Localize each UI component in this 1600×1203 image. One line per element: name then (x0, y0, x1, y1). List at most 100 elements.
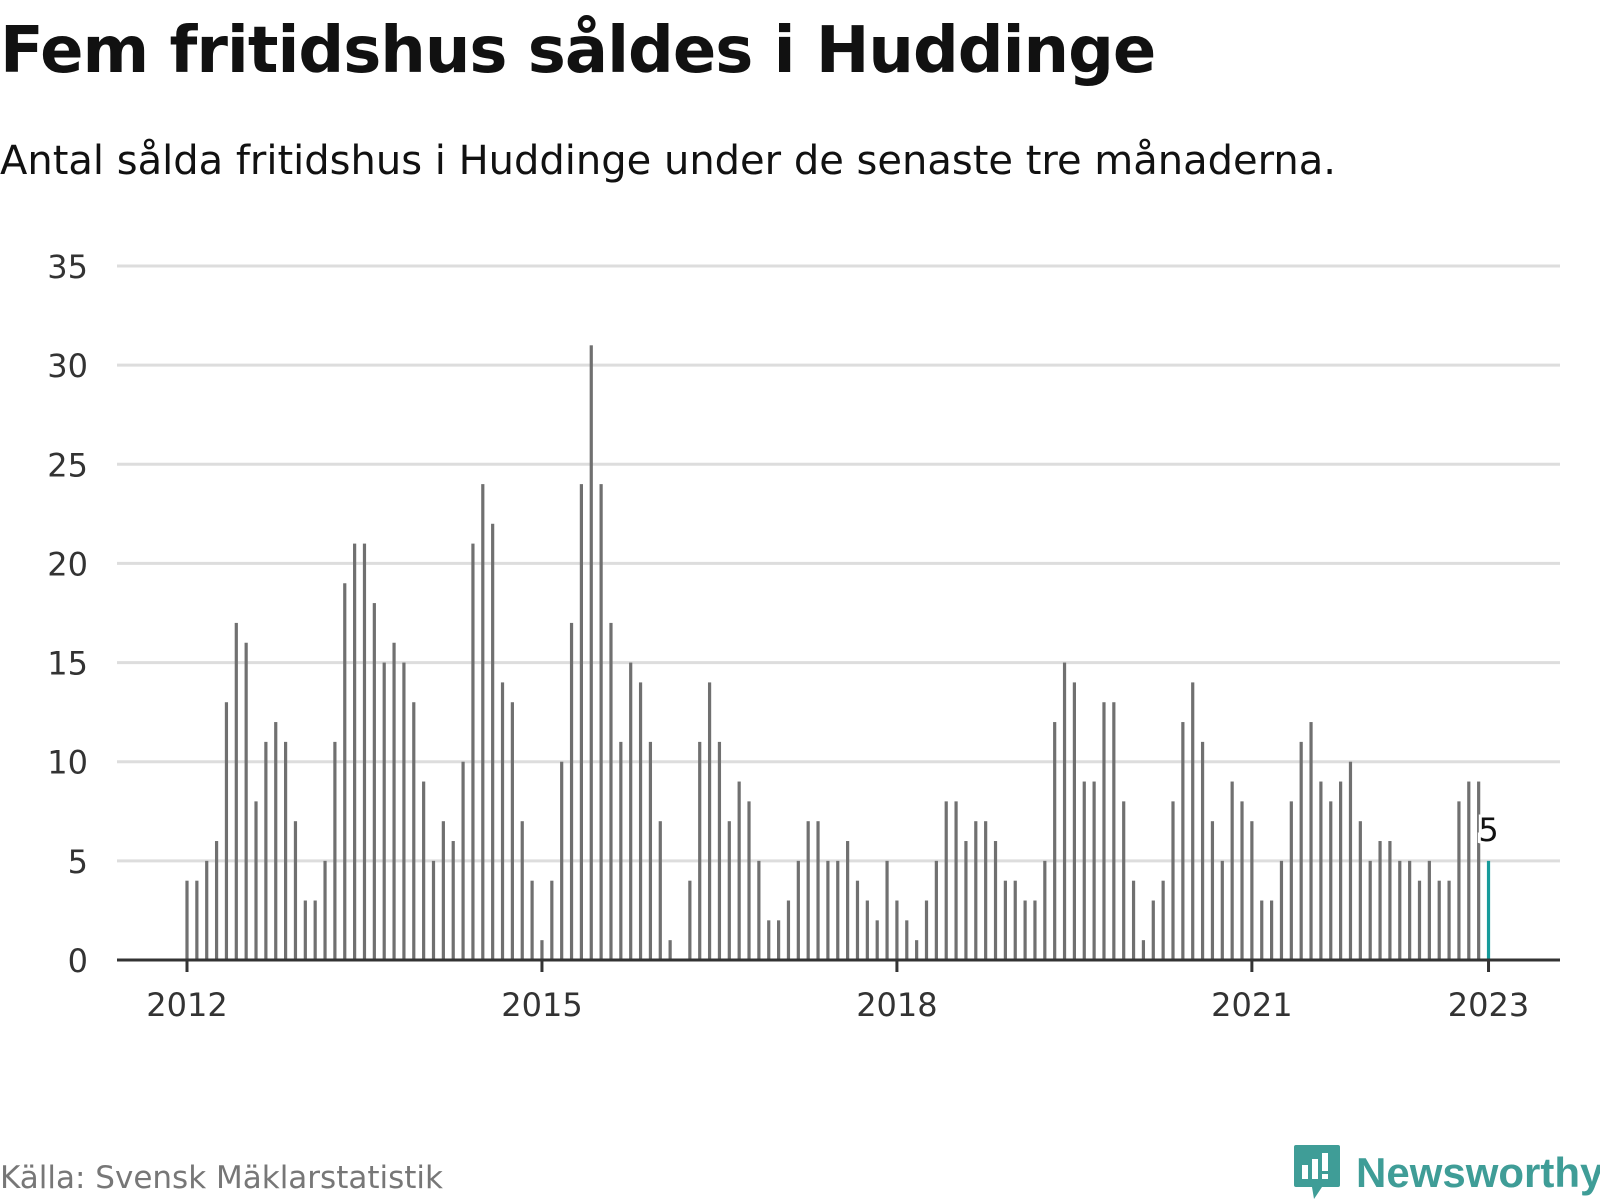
bar (569, 622, 574, 960)
bar (924, 900, 929, 960)
bar (214, 841, 219, 960)
bar (1358, 821, 1362, 960)
bar (1240, 801, 1244, 960)
chart-subtitle: Antal sålda fritidshus i Huddinge under … (0, 138, 1336, 184)
highlight-value-label: 5 (1478, 811, 1498, 849)
bar (688, 880, 692, 960)
bar (1270, 900, 1274, 960)
bar (707, 682, 712, 960)
bar (1141, 940, 1146, 960)
bar (1378, 841, 1382, 960)
bar (1230, 781, 1234, 960)
bar (333, 741, 337, 960)
bar (1210, 821, 1215, 960)
bar (471, 543, 475, 960)
bar (589, 345, 593, 960)
bar (905, 920, 909, 960)
y-tick-label: 15 (47, 645, 88, 683)
bar (1339, 781, 1343, 960)
source-note: Källa: Svensk Mäklarstatistik (0, 1160, 443, 1196)
bar (796, 860, 800, 960)
bar (1408, 860, 1412, 960)
bar (254, 801, 258, 960)
bar (422, 781, 426, 960)
bar (491, 523, 495, 960)
bar-highlight (1486, 860, 1491, 960)
bar (737, 781, 741, 960)
bar (984, 821, 988, 960)
bar (658, 821, 662, 960)
bar (402, 662, 406, 960)
bar (954, 801, 958, 960)
bar (1200, 741, 1205, 960)
bar (1082, 781, 1086, 960)
bar (1112, 702, 1116, 960)
bar (461, 761, 465, 960)
bar (1072, 682, 1076, 960)
bar (855, 880, 860, 960)
x-axis-ticks: 2012 2015 2018 2021 2023 (146, 960, 1529, 1024)
bar (392, 642, 396, 960)
bar (974, 821, 978, 960)
bar (777, 920, 781, 960)
bar (1457, 801, 1461, 960)
bar (895, 900, 899, 960)
bar (1477, 781, 1481, 960)
bar (747, 801, 751, 960)
bar (619, 741, 623, 960)
x-tick-label: 2023 (1448, 986, 1529, 1024)
bar (313, 900, 317, 960)
bar (234, 622, 238, 960)
bar (1279, 860, 1284, 960)
bar (915, 940, 919, 960)
bar-chart: 0 5 10 15 20 25 30 35 2012 2015 2018 2021 2023 5 (47, 248, 1560, 1024)
bar (451, 841, 455, 960)
bar (303, 900, 307, 960)
y-tick-label: 10 (47, 744, 88, 782)
bar (1003, 880, 1007, 960)
bar (530, 880, 534, 960)
bar (284, 741, 288, 960)
bar (1191, 682, 1195, 960)
bar (875, 920, 879, 960)
bar (353, 543, 357, 960)
bars (185, 345, 1491, 960)
bar (1220, 860, 1224, 960)
x-tick-label: 2015 (501, 986, 582, 1024)
newsworthy-logo-icon (1294, 1145, 1340, 1199)
y-tick-label: 25 (47, 446, 88, 484)
bar (224, 702, 229, 960)
bar (638, 682, 643, 960)
bar (757, 860, 761, 960)
x-tick-label: 2012 (146, 986, 227, 1024)
bar (629, 662, 633, 960)
bar (1368, 860, 1372, 960)
bar (1033, 900, 1037, 960)
brand-logo[interactable]: Newsworthy (1292, 1143, 1600, 1203)
y-tick-label: 5 (68, 843, 88, 881)
bar (865, 900, 869, 960)
x-tick-label: 2018 (856, 986, 937, 1024)
bar (609, 622, 613, 960)
bar (717, 741, 722, 960)
bar (412, 702, 416, 960)
bar (885, 860, 889, 960)
bar (431, 860, 436, 960)
bar (1388, 841, 1392, 960)
y-tick-label: 35 (47, 248, 88, 286)
bar (1437, 880, 1441, 960)
y-tick-label: 20 (47, 545, 88, 583)
bar (934, 860, 938, 960)
bar (1013, 880, 1017, 960)
bar (1053, 722, 1057, 960)
bar (185, 880, 189, 960)
bar (293, 821, 298, 960)
bar (510, 702, 514, 960)
bar (964, 841, 968, 960)
chart-title: Fem fritidshus såldes i Huddinge (0, 14, 1156, 88)
bar (1181, 722, 1185, 960)
bar (1102, 702, 1106, 960)
bar (1062, 662, 1067, 960)
bar (1043, 860, 1047, 960)
bar (826, 860, 830, 960)
